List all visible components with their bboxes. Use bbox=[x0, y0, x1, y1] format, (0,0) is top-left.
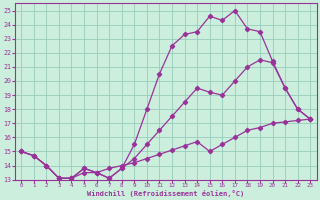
X-axis label: Windchill (Refroidissement éolien,°C): Windchill (Refroidissement éolien,°C) bbox=[87, 190, 244, 197]
